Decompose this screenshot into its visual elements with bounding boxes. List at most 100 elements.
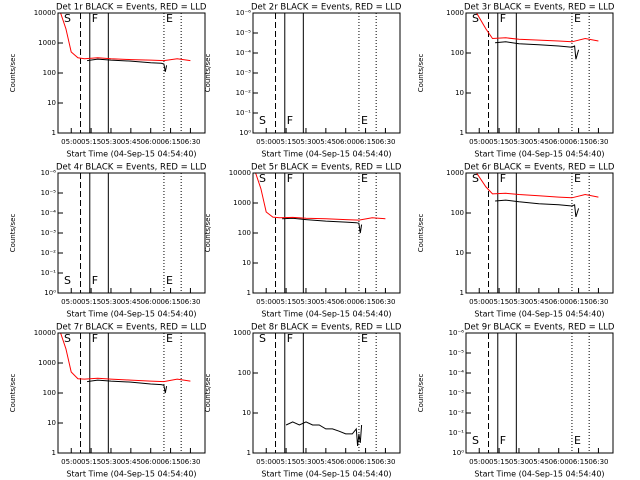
- x-tick-label: 05:00: [61, 298, 81, 306]
- x-tick-label: 06:00: [336, 458, 356, 466]
- y-tick-label: 10⁻⁵: [41, 189, 57, 197]
- panel-title: Det 8r BLACK = Events, RED = LLD: [251, 323, 402, 333]
- x-tick-label: 06:00: [141, 298, 161, 306]
- x-tick-label: 05:30: [509, 458, 529, 466]
- plot-frame: [465, 12, 614, 134]
- plot-frame: [465, 332, 614, 454]
- marker-label: E: [361, 332, 368, 345]
- marker-label: S: [472, 12, 479, 25]
- x-tick-label: 05:45: [529, 458, 549, 466]
- marker-label: F: [92, 332, 98, 345]
- x-tick-label: 05:45: [529, 298, 549, 306]
- y-tick-label: 10000: [34, 329, 56, 337]
- y-tick-label: 10⁻³: [41, 229, 57, 237]
- x-tick-label: 05:45: [121, 458, 141, 466]
- panel-title: Det 1r BLACK = Events, RED = LLD: [56, 3, 207, 13]
- y-tick-label: 10⁻¹: [236, 109, 252, 117]
- y-tick-label: 10: [47, 419, 56, 427]
- x-tick-label: 05:30: [101, 138, 121, 146]
- x-tick-label: 05:00: [256, 138, 276, 146]
- x-tick-label: 05:30: [296, 458, 316, 466]
- marker-label: S: [259, 114, 266, 127]
- x-tick-label: 06:15: [355, 298, 375, 306]
- marker-label: F: [500, 12, 506, 25]
- y-axis-label: Counts/sec: [9, 54, 17, 93]
- y-tick-label: 10⁻²: [236, 89, 252, 97]
- x-tick-label: 05:00: [61, 458, 81, 466]
- marker-label: S: [64, 274, 71, 287]
- y-tick-label: 10⁻⁴: [236, 49, 252, 57]
- plot-frame: [252, 172, 401, 294]
- x-tick-label: 05:30: [296, 138, 316, 146]
- panel: Det 1r BLACK = Events, RED = LLD Counts/s…: [9, 3, 207, 159]
- y-tick-label: 10: [242, 259, 251, 267]
- x-tick-label: 05:15: [489, 458, 509, 466]
- x-axis-label: Start Time (04-Sep-15 04:54:40): [474, 470, 604, 479]
- x-tick-label: 05:00: [469, 458, 489, 466]
- marker-label: S: [472, 434, 479, 447]
- y-axis-label: Counts/sec: [204, 374, 212, 413]
- x-tick-label: 06:30: [180, 298, 200, 306]
- x-axis-label: Start Time (04-Sep-15 04:54:40): [261, 470, 391, 479]
- x-tick-label: 06:15: [568, 138, 588, 146]
- x-tick-label: 05:15: [489, 138, 509, 146]
- y-tick-label: 100: [43, 389, 56, 397]
- x-tick-label: 05:15: [489, 298, 509, 306]
- marker-label: F: [500, 172, 506, 185]
- panel-title: Det 9r BLACK = Events, RED = LLD: [464, 323, 615, 333]
- plot-frame: [252, 332, 401, 454]
- panel: Det 3r BLACK = Events, RED = LLD Counts/s…: [417, 3, 615, 159]
- x-tick-label: 05:00: [61, 138, 81, 146]
- series-line: [87, 58, 168, 72]
- panel-title: Det 4r BLACK = Events, RED = LLD: [56, 163, 207, 173]
- x-tick-label: 06:30: [180, 138, 200, 146]
- y-tick-label: 10⁻³: [236, 69, 252, 77]
- x-tick-label: 06:00: [549, 138, 569, 146]
- y-axis-label: Counts/sec: [417, 374, 425, 413]
- x-tick-label: 05:30: [101, 298, 121, 306]
- x-tick-label: 05:45: [316, 138, 336, 146]
- x-tick-label: 05:30: [509, 138, 529, 146]
- series-line: [60, 12, 191, 62]
- y-tick-label: 10⁻⁴: [449, 369, 465, 377]
- panel-title: Det 2r BLACK = Events, RED = LLD: [251, 3, 402, 13]
- x-tick-label: 06:00: [141, 138, 161, 146]
- y-tick-label: 1: [247, 449, 251, 457]
- marker-label: F: [287, 332, 293, 345]
- y-tick-label: 10: [242, 409, 251, 417]
- series-line: [60, 332, 191, 383]
- y-tick-label: 10000: [229, 169, 251, 177]
- marker-label: F: [92, 274, 98, 287]
- y-tick-label: 10⁻²: [449, 409, 465, 417]
- y-tick-label: 1: [247, 289, 251, 297]
- y-tick-label: 1: [52, 129, 56, 137]
- panel: Det 2r BLACK = Events, RED = LLD Counts/s…: [204, 3, 402, 159]
- x-tick-label: 05:15: [81, 458, 101, 466]
- y-tick-label: 1000: [38, 39, 56, 47]
- x-tick-label: 06:15: [568, 298, 588, 306]
- x-tick-label: 05:15: [81, 138, 101, 146]
- y-tick-label: 1: [460, 289, 464, 297]
- x-tick-label: 05:45: [121, 138, 141, 146]
- x-tick-label: 05:00: [469, 138, 489, 146]
- y-tick-label: 10⁻⁶: [236, 9, 252, 17]
- marker-label: S: [472, 172, 479, 185]
- marker-label: E: [361, 172, 368, 185]
- x-tick-label: 06:15: [160, 138, 180, 146]
- y-tick-label: 100: [43, 69, 56, 77]
- panel: Det 8r BLACK = Events, RED = LLD Counts/s…: [204, 323, 402, 479]
- y-axis-label: Counts/sec: [204, 54, 212, 93]
- plot-frame: [57, 172, 206, 294]
- y-tick-label: 10⁰: [44, 289, 56, 297]
- y-tick-label: 100: [451, 209, 464, 217]
- x-tick-label: 06:15: [355, 458, 375, 466]
- panel-title: Det 7r BLACK = Events, RED = LLD: [56, 323, 207, 333]
- y-tick-label: 1000: [38, 359, 56, 367]
- y-tick-label: 10⁻³: [449, 389, 465, 397]
- x-tick-label: 06:30: [588, 458, 608, 466]
- y-tick-label: 10⁰: [452, 449, 464, 457]
- y-axis-label: Counts/sec: [417, 54, 425, 93]
- x-axis-label: Start Time (04-Sep-15 04:54:40): [66, 470, 196, 479]
- y-tick-label: 1000: [446, 9, 464, 17]
